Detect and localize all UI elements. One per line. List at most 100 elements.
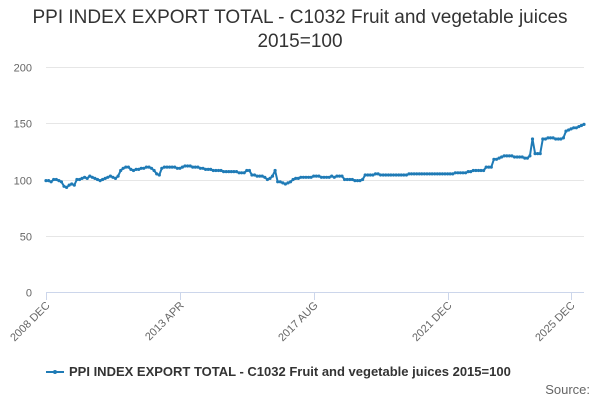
data-point[interactable] — [366, 173, 370, 177]
data-point[interactable] — [456, 171, 460, 175]
data-point[interactable] — [543, 137, 548, 141]
data-point[interactable] — [62, 184, 66, 188]
data-point[interactable] — [358, 179, 362, 183]
data-point[interactable] — [530, 137, 535, 141]
data-point[interactable] — [121, 166, 125, 170]
legend[interactable]: PPI INDEX EXPORT TOTAL - C1032 Fruit and… — [46, 364, 511, 379]
data-point[interactable] — [116, 174, 120, 178]
data-point[interactable] — [111, 175, 115, 179]
data-point[interactable] — [533, 152, 537, 156]
data-point[interactable] — [168, 165, 172, 169]
data-point[interactable] — [417, 172, 421, 176]
data-point[interactable] — [85, 176, 89, 180]
data-point[interactable] — [232, 170, 236, 174]
data-point[interactable] — [538, 152, 542, 156]
data-point[interactable] — [52, 177, 56, 182]
data-point[interactable] — [379, 173, 383, 177]
data-point[interactable] — [201, 166, 205, 170]
data-point[interactable] — [361, 177, 365, 182]
data-point[interactable] — [170, 165, 174, 169]
data-point[interactable] — [90, 175, 94, 179]
data-point[interactable] — [227, 170, 231, 174]
data-point[interactable] — [494, 157, 499, 161]
data-point[interactable] — [381, 173, 385, 177]
data-point[interactable] — [536, 152, 540, 156]
data-point[interactable] — [402, 173, 406, 177]
data-point[interactable] — [234, 170, 239, 174]
data-point[interactable] — [319, 175, 323, 179]
data-point[interactable] — [337, 174, 342, 178]
data-point[interactable] — [440, 172, 444, 176]
data-point[interactable] — [340, 174, 344, 178]
data-point[interactable] — [466, 170, 470, 174]
data-point[interactable] — [376, 172, 380, 176]
data-point[interactable] — [561, 136, 566, 140]
data-point[interactable] — [178, 166, 182, 170]
data-point[interactable] — [523, 156, 527, 160]
data-point[interactable] — [448, 172, 452, 176]
data-point[interactable] — [276, 180, 280, 184]
data-point[interactable] — [355, 179, 360, 183]
data-point[interactable] — [204, 167, 208, 171]
data-point[interactable] — [368, 173, 372, 177]
data-point[interactable] — [458, 171, 462, 175]
data-point[interactable] — [348, 177, 352, 182]
data-point[interactable] — [283, 182, 287, 186]
data-point[interactable] — [404, 173, 408, 177]
data-point[interactable] — [214, 168, 218, 173]
data-point[interactable] — [160, 166, 164, 170]
data-point[interactable] — [250, 173, 254, 177]
data-point[interactable] — [175, 166, 179, 170]
data-point[interactable] — [307, 175, 311, 179]
data-point[interactable] — [373, 172, 378, 176]
data-point[interactable] — [77, 177, 82, 182]
data-point[interactable] — [193, 165, 197, 169]
data-point[interactable] — [44, 179, 48, 183]
data-point[interactable] — [294, 176, 298, 180]
data-point[interactable] — [273, 168, 277, 173]
data-point[interactable] — [83, 175, 87, 179]
data-point[interactable] — [425, 172, 429, 176]
data-point[interactable] — [147, 165, 151, 169]
data-point[interactable] — [80, 176, 84, 180]
data-point[interactable] — [291, 177, 295, 182]
data-point[interactable] — [415, 172, 419, 176]
data-point[interactable] — [546, 136, 550, 140]
data-point[interactable] — [386, 173, 390, 177]
data-point[interactable] — [556, 137, 560, 141]
data-point[interactable] — [206, 167, 210, 171]
data-point[interactable] — [464, 171, 468, 175]
data-point[interactable] — [186, 164, 190, 168]
data-point[interactable] — [144, 165, 148, 169]
data-point[interactable] — [433, 172, 437, 176]
data-point[interactable] — [131, 168, 136, 173]
data-point[interactable] — [88, 174, 92, 178]
data-point[interactable] — [106, 175, 110, 179]
data-point[interactable] — [389, 173, 393, 177]
data-point[interactable] — [327, 175, 331, 179]
data-point[interactable] — [435, 172, 439, 176]
data-point[interactable] — [188, 164, 192, 168]
data-point[interactable] — [461, 171, 465, 175]
data-point[interactable] — [528, 154, 532, 158]
data-point[interactable] — [505, 154, 509, 158]
data-point[interactable] — [397, 173, 401, 177]
data-point[interactable] — [515, 155, 519, 159]
data-point[interactable] — [567, 128, 571, 132]
data-point[interactable] — [155, 172, 159, 176]
data-point[interactable] — [453, 171, 457, 175]
data-point[interactable] — [471, 168, 475, 173]
data-point[interactable] — [278, 180, 282, 184]
data-point[interactable] — [502, 154, 506, 158]
data-point[interactable] — [108, 174, 112, 178]
data-point[interactable] — [252, 173, 257, 177]
data-point[interactable] — [343, 177, 347, 182]
data-point[interactable] — [554, 137, 558, 141]
data-point[interactable] — [482, 168, 486, 173]
data-point[interactable] — [113, 176, 118, 180]
data-point[interactable] — [304, 175, 308, 179]
data-point[interactable] — [500, 155, 504, 159]
data-point[interactable] — [196, 165, 200, 169]
data-point[interactable] — [335, 174, 339, 178]
data-point[interactable] — [564, 129, 568, 133]
